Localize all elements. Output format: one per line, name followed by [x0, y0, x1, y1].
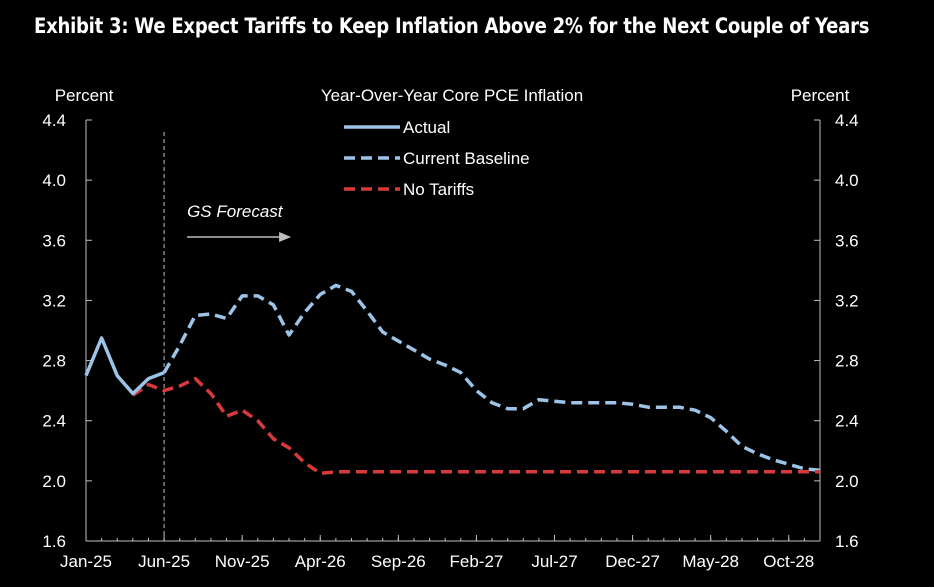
x-tick-label: Jan-25: [60, 552, 112, 571]
y-tick-label-left: 3.2: [42, 291, 66, 310]
y-tick-label-right: 4.4: [835, 111, 859, 130]
legend-label-no-tariffs: No Tariffs: [403, 180, 474, 199]
x-tick-label: Sep-26: [371, 552, 426, 571]
x-tick-label: Apr-26: [295, 552, 346, 571]
y-tick-label-right: 4.0: [835, 171, 859, 190]
series-current-baseline-line: [162, 283, 821, 473]
y-tick-label-left: 3.6: [42, 231, 66, 250]
y-tick-label-right: 3.6: [835, 231, 859, 250]
y-tick-label-right: 2.0: [835, 472, 859, 491]
left-axis-label: Percent: [55, 86, 114, 105]
chart-ticks: 1.6 1.6 2.0 2.0 2.4 2.4 2.8 2.8 3.2 3.2 3.6 3.6 4.0 4…: [42, 111, 858, 571]
chart-series: [84, 283, 821, 476]
y-tick-label-left: 2.8: [42, 352, 66, 371]
y-tick-label-left: 4.0: [42, 171, 66, 190]
chart-legend: Actual Current Baseline No Tariffs: [344, 118, 530, 199]
y-tick-label-left: 1.6: [42, 532, 66, 551]
x-tick-label: Jun-25: [138, 552, 190, 571]
y-tick-label-right: 2.8: [835, 352, 859, 371]
y-tick-label-right: 2.4: [835, 412, 859, 431]
forecast-annotation: GS Forecast: [187, 202, 284, 221]
legend-label-current-baseline: Current Baseline: [403, 149, 530, 168]
x-tick-label: Nov-25: [215, 552, 270, 571]
y-tick-label-right: 1.6: [835, 532, 859, 551]
y-tick-label-left: 2.0: [42, 472, 66, 491]
chart-title: Year-Over-Year Core PCE Inflation: [321, 86, 583, 105]
y-tick-label-left: 2.4: [42, 412, 66, 431]
series-actual-line: [84, 336, 165, 396]
x-tick-label: Feb-27: [449, 552, 503, 571]
y-tick-label-right: 3.2: [835, 291, 859, 310]
series-no-tariffs-line: [131, 376, 820, 476]
forecast-arrow-head: [279, 232, 292, 242]
forecast-marker: GS Forecast: [163, 132, 292, 541]
x-tick-label: May-28: [682, 552, 739, 571]
y-tick-label-left: 4.4: [42, 111, 66, 130]
right-axis-label: Percent: [791, 86, 850, 105]
legend-label-actual: Actual: [403, 118, 450, 137]
x-tick-label: Dec-27: [605, 552, 660, 571]
x-tick-label: Oct-28: [763, 552, 814, 571]
exhibit-title: Exhibit 3: We Expect Tariffs to Keep Inf…: [34, 14, 870, 38]
x-tick-label: Jul-27: [531, 552, 577, 571]
